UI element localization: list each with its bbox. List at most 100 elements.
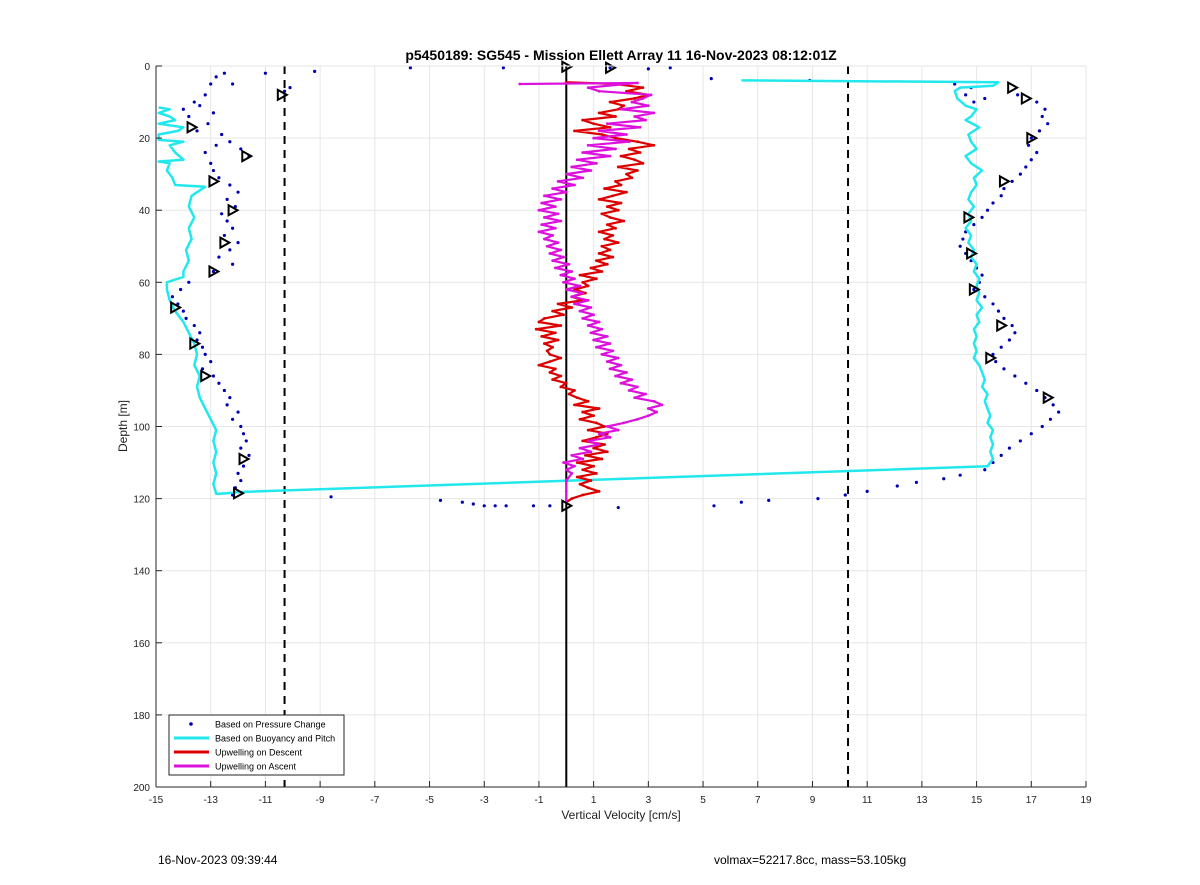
turn-marker (238, 452, 251, 466)
pressure-change-point (239, 424, 243, 429)
series-point (594, 421, 598, 425)
pressure-change-point (482, 504, 486, 508)
pressure-change-point (239, 478, 243, 483)
series-point (605, 122, 609, 126)
series-point (556, 212, 560, 216)
pressure-change-point (767, 498, 771, 503)
pressure-change-point (211, 374, 216, 378)
series-point (578, 482, 582, 486)
x-tick-label: -1 (534, 795, 543, 806)
pressure-change-point (225, 403, 229, 407)
series-point (597, 111, 601, 115)
turn-marker (1042, 390, 1055, 405)
pressure-change-point (200, 367, 205, 371)
turn-marker (966, 246, 979, 261)
series-point (586, 143, 590, 147)
pressure-change-point (1010, 323, 1014, 328)
series-point (575, 396, 579, 400)
series-point (551, 345, 555, 349)
x-tick-label: 1 (591, 795, 597, 806)
series-point (594, 435, 598, 439)
pressure-change-point (192, 100, 196, 104)
series-point (586, 298, 590, 302)
series-point (597, 230, 601, 234)
pressure-change-point (222, 71, 226, 75)
pressure-change-point (953, 82, 957, 86)
pressure-change-point (217, 176, 221, 180)
series-point (575, 475, 579, 479)
series-point (543, 237, 546, 241)
series-point (570, 306, 574, 309)
series-point (616, 428, 620, 432)
y-tick-label: 140 (133, 567, 150, 578)
series-point (597, 432, 601, 436)
series-point (608, 216, 612, 219)
series-point (551, 378, 555, 382)
pressure-change-point (288, 86, 292, 90)
series-point (605, 360, 609, 364)
series-line-upwelling-descent (535, 81, 655, 504)
series-point (636, 385, 639, 389)
series-point (562, 280, 565, 284)
series-point (614, 147, 617, 151)
series-point (537, 230, 541, 234)
series-point (619, 381, 623, 385)
pressure-change-point (983, 96, 987, 101)
pressure-change-point (1037, 129, 1042, 133)
pressure-change-point (187, 114, 191, 119)
series-point (636, 81, 639, 85)
pressure-change-point (236, 190, 240, 194)
series (157, 66, 1061, 510)
series-point (551, 309, 555, 313)
pressure-change-point (225, 219, 229, 223)
pressure-change-point (200, 345, 205, 349)
series-point (537, 363, 541, 367)
series-point (559, 248, 563, 252)
series-point (586, 324, 590, 327)
pressure-change-point (228, 248, 232, 252)
turn-marker (998, 174, 1012, 189)
series-point (581, 457, 585, 461)
series-point (540, 201, 544, 205)
series-point (619, 107, 623, 111)
pressure-change-point (228, 396, 232, 400)
series-point (611, 255, 615, 259)
pressure-change-point (438, 498, 443, 503)
series-point (559, 273, 563, 277)
pressure-change-point (843, 493, 847, 497)
pressure-change-point (192, 323, 196, 328)
series-point (600, 270, 604, 273)
pressure-change-point (914, 480, 919, 484)
series-point (616, 356, 620, 360)
series-point (603, 237, 606, 241)
series-point (570, 471, 574, 475)
series-point (581, 280, 585, 284)
series-point (537, 208, 541, 212)
series-point (619, 201, 623, 205)
pressure-change-point (313, 69, 317, 74)
series-point (600, 353, 604, 356)
series-point (589, 479, 593, 482)
series-point (622, 104, 626, 108)
turn-marker (189, 336, 202, 351)
series-point (633, 97, 637, 100)
turn-marker (186, 120, 199, 134)
series-point (543, 316, 546, 320)
series-point (578, 284, 582, 288)
pressure-change-point (999, 194, 1003, 198)
pressure-change-point (972, 223, 976, 227)
series-point (592, 338, 596, 342)
series-point (600, 212, 604, 216)
pressure-change-point (1046, 122, 1050, 126)
series-point (570, 270, 574, 273)
pressure-change-point (980, 215, 984, 220)
series-point (652, 143, 656, 147)
pressure-change-point (1002, 186, 1006, 191)
series-point (638, 125, 642, 129)
series-point (564, 190, 568, 194)
series-point (594, 259, 598, 263)
series-point (630, 378, 634, 382)
series-point (614, 226, 617, 230)
pressure-change-point (1010, 179, 1014, 183)
series-point (638, 151, 642, 154)
